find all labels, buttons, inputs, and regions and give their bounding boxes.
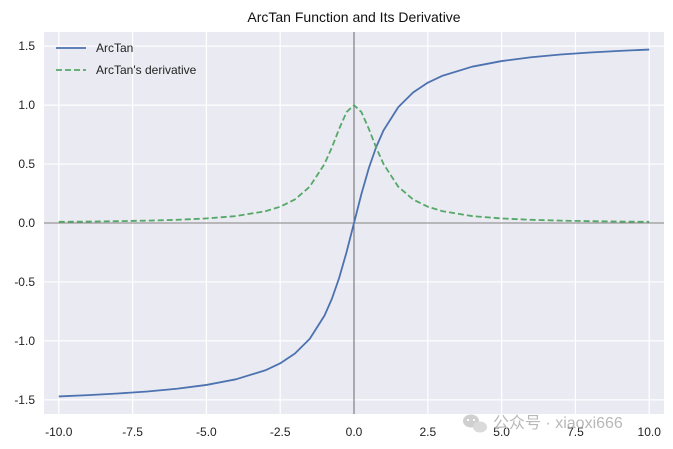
wechat-icon bbox=[463, 414, 487, 433]
watermark: 公众号 · xiaoxi666 bbox=[463, 414, 623, 433]
y-tick-labels: 1.5 1.0 0.5 0.0 -0.5 -1.0 -1.5 bbox=[14, 39, 35, 407]
x-tick-label: -5.0 bbox=[196, 425, 217, 439]
y-tick-label: 0.5 bbox=[18, 157, 35, 171]
series-line-arctan bbox=[58, 48, 650, 398]
legend-label-arctan-derivative: ArcTan's derivative bbox=[96, 63, 197, 77]
chart-title: ArcTan Function and Its Derivative bbox=[247, 9, 460, 25]
x-tick-labels: -10.0 -7.5 -5.0 -2.5 0.0 2.5 5.0 7.5 10.0 bbox=[45, 425, 661, 439]
legend: ArcTan ArcTan's derivative bbox=[56, 41, 197, 77]
x-tick-label: 5.0 bbox=[493, 425, 510, 439]
y-tick-label: -1.0 bbox=[14, 334, 35, 348]
series-lines bbox=[58, 48, 650, 398]
y-tick-label: 1.5 bbox=[18, 39, 35, 53]
y-tick-label: -1.5 bbox=[14, 393, 35, 407]
legend-label-arctan: ArcTan bbox=[96, 41, 133, 55]
x-tick-label: -7.5 bbox=[122, 425, 143, 439]
x-tick-label: 10.0 bbox=[638, 425, 662, 439]
y-tick-label: -0.5 bbox=[14, 275, 35, 289]
x-tick-label: 7.5 bbox=[567, 425, 584, 439]
y-tick-label: 0.0 bbox=[18, 216, 35, 230]
x-tick-label: -2.5 bbox=[270, 425, 291, 439]
x-tick-label: 2.5 bbox=[419, 425, 436, 439]
x-tick-label: 0.0 bbox=[346, 425, 363, 439]
series-line-arctan-derivative bbox=[58, 104, 650, 223]
x-tick-label: -10.0 bbox=[45, 425, 73, 439]
watermark-text: 公众号 · xiaoxi666 bbox=[493, 414, 623, 432]
y-tick-label: 1.0 bbox=[18, 98, 35, 112]
